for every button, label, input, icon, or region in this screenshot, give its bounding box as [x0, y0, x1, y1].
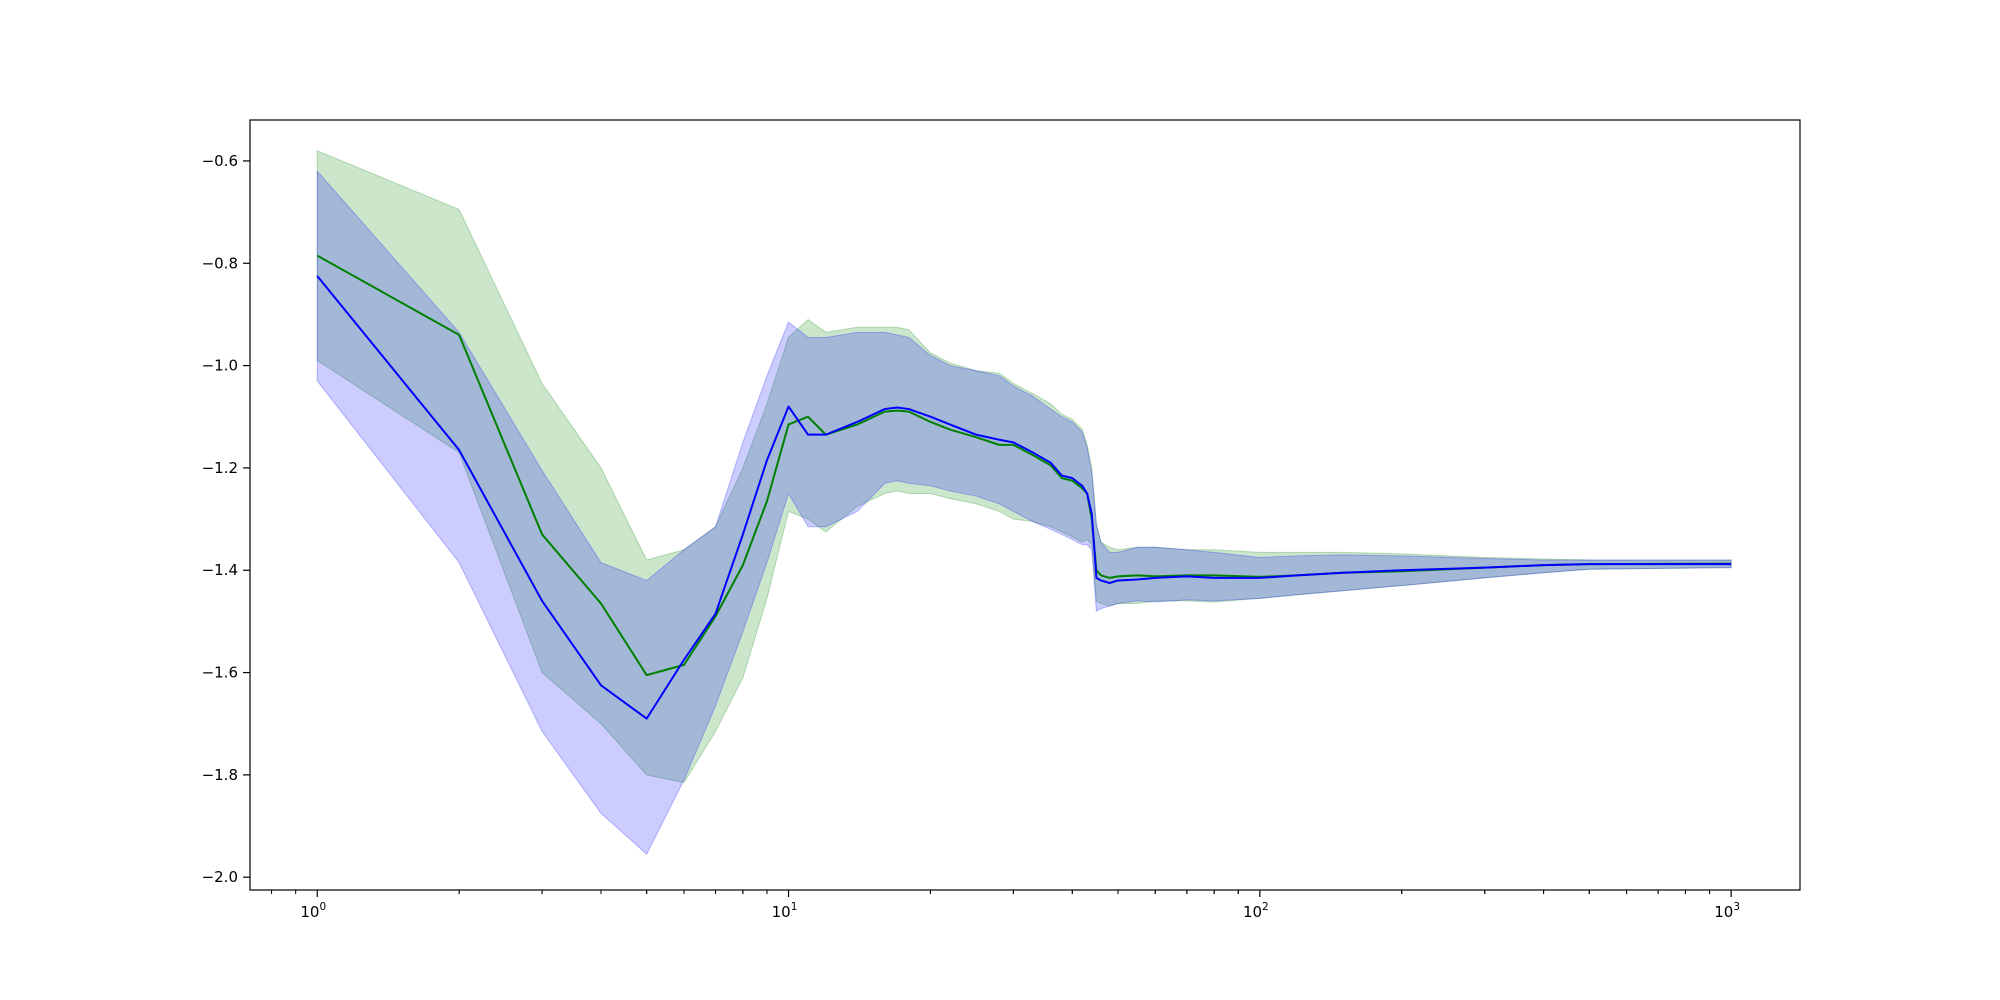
confidence-bands [316, 149, 1732, 855]
y-tick-label: −0.6 [202, 152, 238, 170]
y-tick-label: −1.4 [202, 561, 238, 579]
x-tick-label: 101 [772, 901, 798, 921]
plot-frame [249, 119, 1801, 891]
x-axis: 100 101 102 103 [271, 890, 1740, 921]
y-tick-label: −1.8 [202, 766, 238, 784]
y-tick-label: −1.2 [202, 459, 238, 477]
series-1-band [316, 169, 1732, 855]
x-tick-label: 100 [300, 901, 326, 921]
y-tick-label: −1.0 [202, 357, 238, 375]
y-tick-label: −2.0 [202, 868, 238, 886]
y-tick-label: −0.8 [202, 254, 238, 272]
series-lines [316, 254, 1732, 720]
x-tick-label: 102 [1243, 901, 1269, 921]
y-tick-label: −1.6 [202, 664, 238, 682]
series-0-line [316, 254, 1732, 677]
x-tick-label: 103 [1714, 901, 1740, 921]
series-0-band [316, 149, 1732, 784]
series-1-line [316, 275, 1732, 720]
y-axis: −0.6 −0.8 −1.0 −1.2 −1.4 −1.6 −1.8 −2.0 [202, 152, 250, 886]
